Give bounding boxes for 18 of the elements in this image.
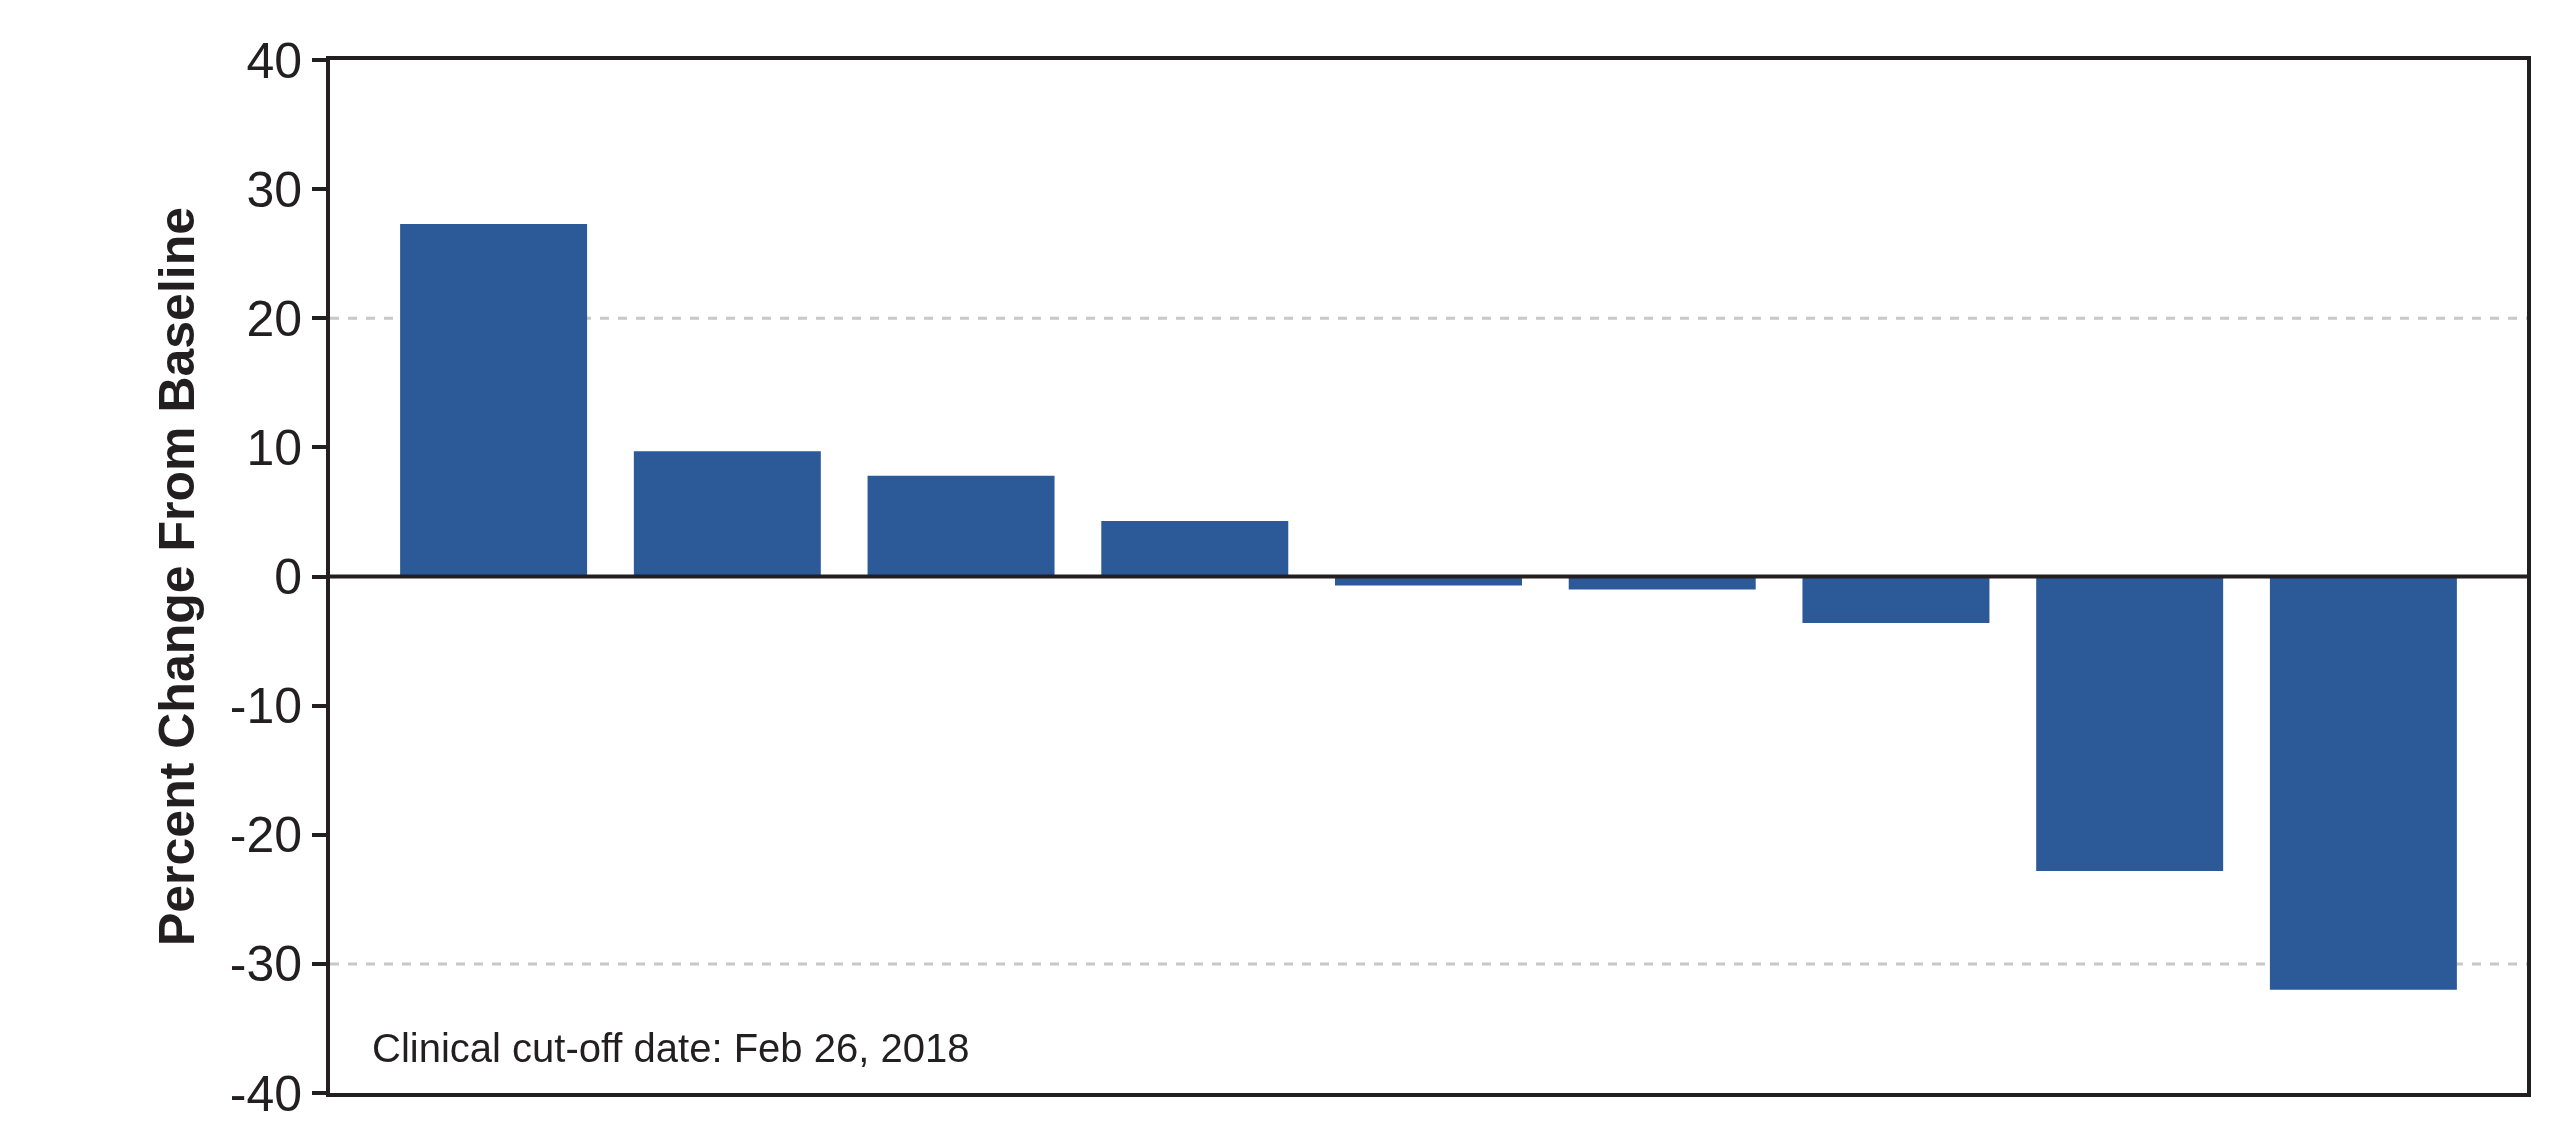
bar xyxy=(633,451,821,577)
y-tick-label: -10 xyxy=(229,678,302,735)
annotation: Clinical cut-off date: Feb 26, 2018 xyxy=(372,1026,970,1070)
bar xyxy=(400,223,588,577)
bar xyxy=(2269,576,2457,990)
bar xyxy=(1802,576,1990,623)
y-tick-label: 20 xyxy=(246,290,302,347)
bar xyxy=(867,475,1055,577)
y-tick-label: 40 xyxy=(246,32,302,89)
y-tick-label: 0 xyxy=(274,549,302,605)
y-tick-label: 30 xyxy=(246,161,302,218)
y-tick-label: 10 xyxy=(246,419,302,476)
y-tick-label: -20 xyxy=(229,807,302,864)
y-tick-label: -30 xyxy=(229,936,302,993)
bar xyxy=(1101,520,1289,577)
y-tick-label: -40 xyxy=(229,1065,302,1122)
y-axis-title: Percent Change From Baseline xyxy=(149,206,206,947)
bar xyxy=(2036,576,2224,871)
